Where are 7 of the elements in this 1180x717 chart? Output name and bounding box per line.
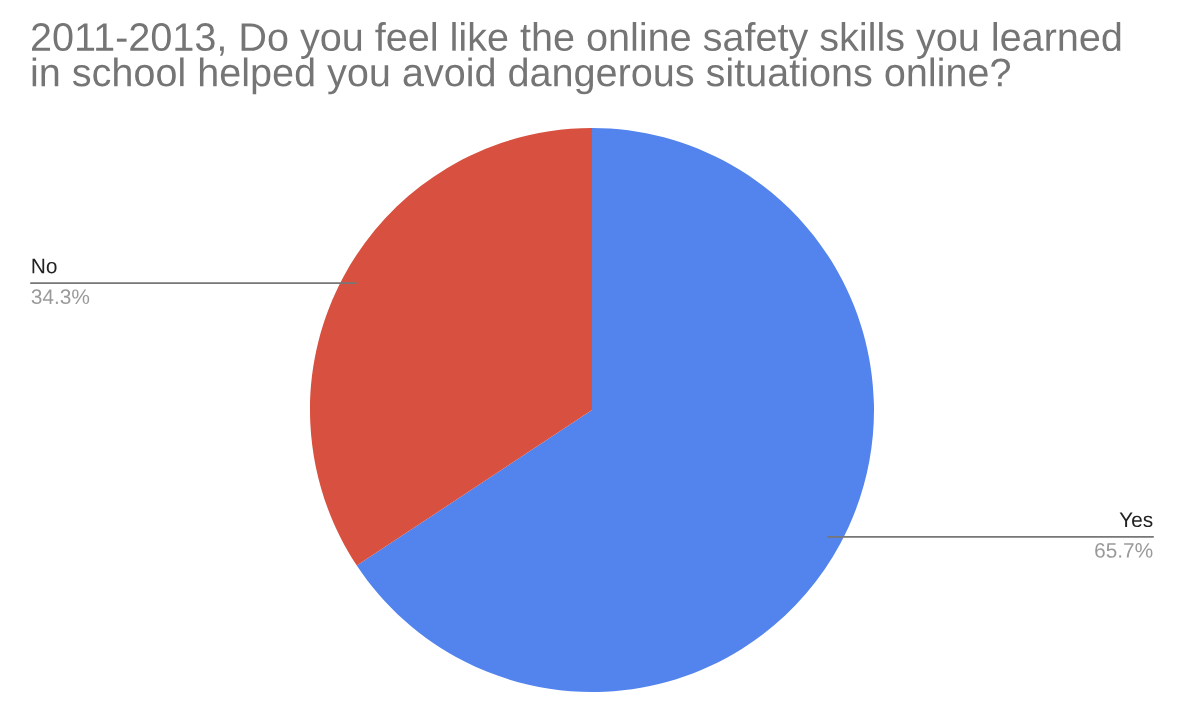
pie-slice (356, 128, 874, 692)
data-label: 65.7% (1095, 543, 1153, 558)
pie-slice (310, 128, 592, 566)
chart-title: 2011-2013, Do you feel like the online safety skills you learned in school helped you avoid dangerous situations online? (31, 22, 1121, 95)
slice-label: Yes (1119, 512, 1153, 528)
slice-label: No (32, 258, 57, 274)
data-label: 34.3% (31, 289, 90, 305)
